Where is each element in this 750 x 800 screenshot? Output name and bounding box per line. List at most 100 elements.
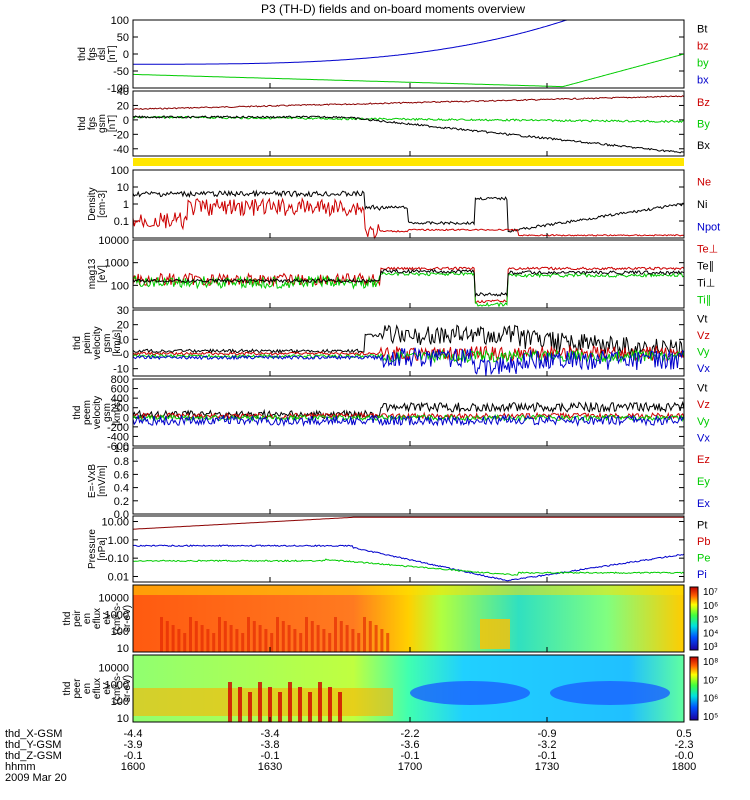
spectrogram-streak [252,621,256,652]
series-bx [133,19,684,65]
spectrogram-streak [374,625,378,652]
y-tick-label: 0.01 [108,571,129,583]
y-tick-label: 1000 [105,679,129,691]
panel-frame [132,169,685,239]
legend-entry: Bt [697,24,707,36]
spectrogram-streak [368,621,372,652]
panel-frame [132,447,685,515]
spectrogram-streak [308,692,312,722]
y-tick-label: -600 [107,441,129,453]
spectrogram-streak [241,633,245,652]
y-axis-label: [km/s] [112,399,123,426]
spectrogram-streak [264,629,268,652]
panel-pressure: Pressure [nPa]0.01 0.10 1.00 10.00 Pt Pb Pe Pi [87,517,710,584]
figure-title: P3 (TH-D) fields and on-board moments ov… [261,2,525,16]
y-tick-label: 0 [123,49,129,61]
spectrogram-streak [345,625,349,652]
panel-fgs-gsm: thd fgs gsm [nT] -40 -20 0 20 40 Bz By Bx [77,86,710,156]
spectrogram-patch [480,619,510,649]
legend-entry: Pi [697,569,707,581]
y-axis-label: sr-eV) [122,605,133,632]
series-Pt [132,516,684,530]
y-axis-label: eV [102,682,113,695]
y-axis-label: velocity [92,326,103,359]
series-Pi [132,544,685,582]
colorbar [689,656,699,721]
y-axis-label: thd [62,682,73,696]
y-axis-label: eV [102,612,113,625]
colorbar-label: 10⁴ [703,628,718,639]
legend-entry: Vy [697,346,710,358]
legend-entry: Te⊥ [697,244,718,256]
y-axis-label: peer [72,678,83,699]
series-Ti-par [132,271,685,308]
y-tick-label: 50 [117,32,129,44]
y-tick-label: 100 [111,15,129,27]
ephemeris-label: thd_Z-GSM [5,750,62,762]
legend-entry: Ti⊥ [697,278,715,290]
y-axis-label: peim [82,332,93,354]
panel-peir-eflux: thd peir en eflux eV (cm²-s-sr-eV) 10 100 1000 10… [62,586,718,655]
spectrogram-streak [247,617,250,652]
legend-entry: Pe [697,552,710,564]
spectrogram-band [133,585,684,595]
series-Vx [132,347,685,377]
panel-frame [132,309,685,377]
legend-entry: Bx [697,140,710,152]
colorbar-label: 10⁷ [703,587,718,598]
y-tick-label: 1.00 [108,535,129,547]
spectrogram-streak [248,692,252,722]
y-tick-label: 10 [117,182,129,194]
y-tick-label: 1000 [105,258,129,270]
ephemeris-value: -4.4 [124,728,143,740]
legend-entry: Ey [697,476,710,488]
spectrogram-streak [310,621,314,652]
y-axis-label: E=-VxB [87,464,98,499]
ephemeris-value: -0.1 [401,750,420,762]
ion-spectrogram [133,585,684,652]
legend-entry: Bz [697,97,710,109]
series-Bx [132,115,684,154]
y-axis-label: fgs [87,117,98,130]
spectrogram-streak [218,617,221,652]
legend-entry: Vt [697,382,707,394]
panel-frame [132,19,685,89]
spectrogram-blob [550,681,670,705]
y-tick-label: 100 [111,696,129,708]
legend-entry: Ti∥ [697,295,711,307]
y-axis-label: [km/s] [112,329,123,356]
legend-entry: Pt [697,519,707,531]
ephemeris-value: 1800 [672,761,696,773]
y-tick-label: 0 [123,349,129,361]
spectrogram-streak [212,633,216,652]
spectrogram-streak [235,629,239,652]
y-axis-label: thd [72,336,83,350]
y-tick-label: 20 [117,320,129,332]
panel-frame [132,584,685,653]
ephemeris-value: -0.1 [124,750,143,762]
spectrogram-streak [270,633,274,652]
legend-entry: Vt [697,313,707,325]
ephemeris-value: -3.2 [538,739,557,751]
y-tick-label: 1 [123,199,129,211]
spectrogram-blob [410,681,530,705]
legend-entry: By [697,119,710,131]
y-axis-label: [nPa] [97,537,108,561]
panel-frame [132,654,685,723]
ephemeris-value: -0.1 [538,750,557,762]
ephemeris-value: -3.9 [124,739,143,751]
spectrogram-streak [305,617,308,652]
y-axis-label: en [82,683,93,694]
legend-entry: bx [697,75,709,87]
panel-frame [132,239,685,309]
legend-entry: Vy [697,416,710,428]
panel-density: Density [cm-3] 0.1 1 10 100 Ne Ni Npot [87,165,720,234]
spectrogram-band [133,688,393,716]
colorbar [689,586,699,651]
colorbar-label: 10⁷ [703,675,718,686]
y-axis-label: [mV/m] [97,465,108,497]
y-tick-label: 800 [111,374,129,386]
series-Te-par [132,268,685,298]
series-by [133,53,685,88]
y-tick-label: -400 [107,431,129,443]
